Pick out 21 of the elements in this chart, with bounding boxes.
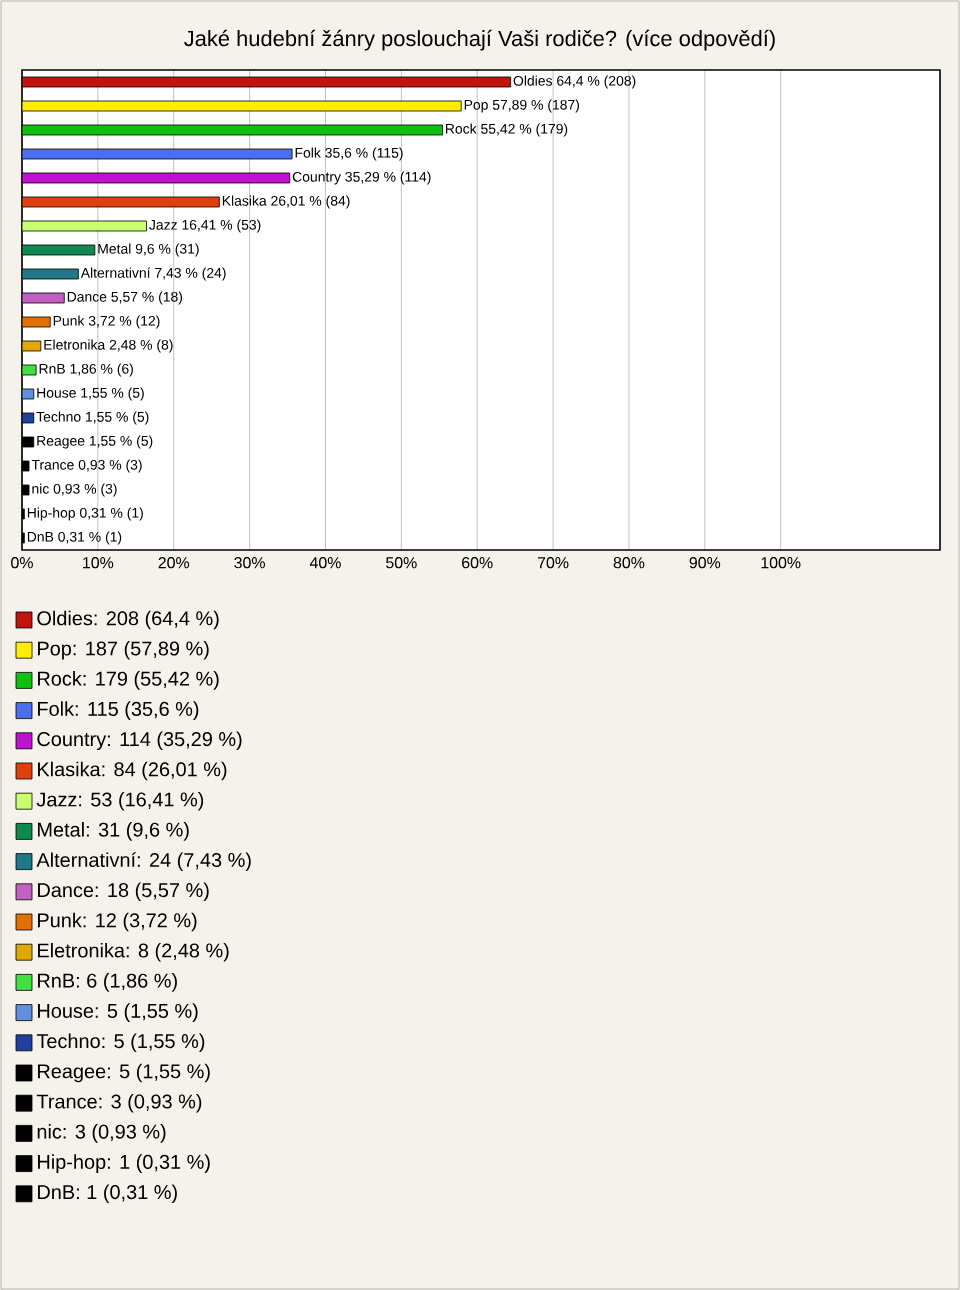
text: Eletronika: 8 (2,48 %) (38, 942, 229, 962)
text: Oldies: 208 (64,4 %) (37, 610, 219, 630)
text: Hip-hop: 1 (0,31 %) (38, 1154, 210, 1173)
text: Folk: 115 (35,6 %) (38, 701, 199, 720)
text: House: 5 (1,55 %) (38, 1003, 198, 1022)
text: nic: 3 (0,93 %) (37, 1124, 166, 1143)
chart-title: Jaké hudební žánry poslouchají Vaši rodiče? (více odpovědí) (184, 29, 775, 51)
text: RnB: 6 (1,86 %) (38, 973, 177, 992)
text: Punk: 12 (3,72 %) (38, 912, 197, 932)
text: Dance: 18 (5,57 %) (38, 882, 209, 902)
text: Rock: 179 (55,42 %) (38, 671, 219, 690)
text: Country: 114 (35,29 %) (37, 731, 242, 751)
text: Reagee: 5 (1,55 %) (38, 1063, 210, 1083)
text: Klasika: 84 (26,01 %) (38, 761, 227, 781)
text: Pop: 187 (57,89 %) (38, 640, 209, 660)
text: Alternativní: 24 (7,43 %) (36, 852, 251, 871)
text: Trance: 3 (0,93 %) (36, 1093, 202, 1113)
text: Techno: 5 (1,55 %) (36, 1033, 205, 1053)
text: Metal: 31 (9,6 %) (38, 822, 189, 841)
text: Jazz: 53 (16,41 %) (36, 791, 204, 811)
text: DnB: 1 (0,31 %) (38, 1184, 177, 1204)
